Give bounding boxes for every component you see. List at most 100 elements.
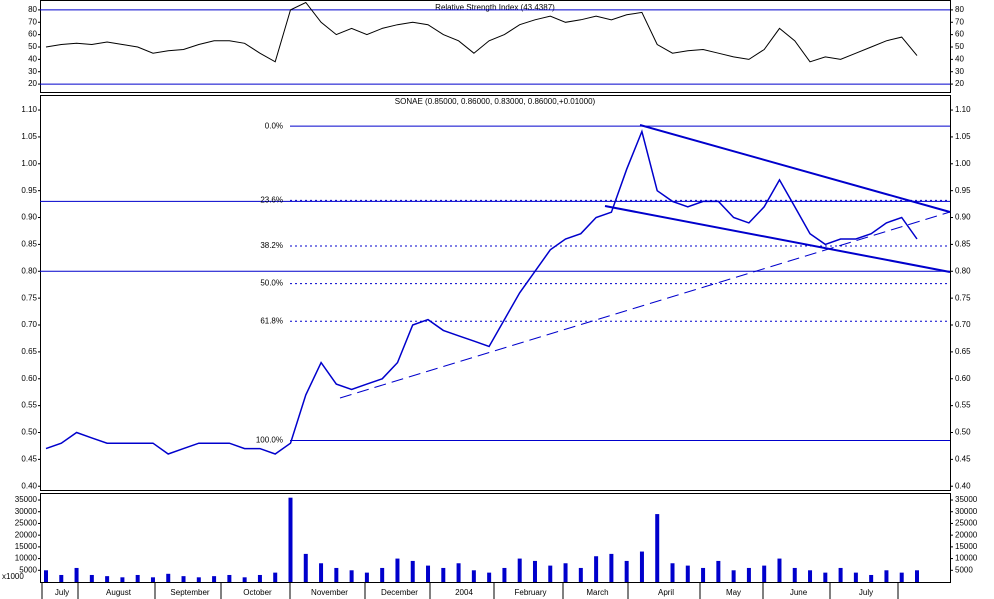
y-tick-label: 30 (28, 67, 37, 76)
month-label: August (106, 588, 132, 597)
y-tick-label: 60 (28, 30, 37, 39)
volume-bar (426, 565, 431, 582)
volume-bar (150, 577, 155, 582)
volume-bar (410, 560, 415, 582)
volume-bar (517, 558, 522, 582)
volume-frame (40, 493, 951, 583)
y-tick-label: 0.45 (21, 454, 37, 463)
month-label: 2004 (455, 588, 473, 597)
y-tick-label-right: 0.65 (955, 347, 971, 356)
month-label: July (859, 588, 873, 597)
y-tick-label: 20000 (15, 530, 38, 539)
y-tick-label: 1.10 (21, 105, 37, 114)
month-label: March (586, 588, 608, 597)
y-tick-label: 0.90 (21, 213, 37, 222)
y-tick-label-right: 70 (955, 17, 964, 26)
y-tick-label: 0.40 (21, 481, 37, 490)
volume-bar (288, 497, 293, 582)
y-tick-label: 40 (28, 54, 37, 63)
volume-bar (609, 553, 614, 582)
volume-bar (166, 573, 171, 582)
volume-bar (196, 577, 201, 582)
volume-bar (777, 558, 782, 582)
volume-bar (456, 563, 461, 582)
volume-bar (853, 572, 858, 582)
volume-bar (59, 574, 64, 582)
y-tick-label-right: 80 (955, 5, 964, 14)
volume-bar (257, 574, 262, 582)
volume-bar (532, 560, 537, 582)
y-tick-label: 15000 (15, 542, 38, 551)
volume-bar (502, 567, 507, 582)
volume-bar (227, 574, 232, 582)
rsi-title: Relative Strength Index (43.4387) (435, 3, 555, 12)
y-tick-label-right: 0.55 (955, 401, 971, 410)
y-tick-label-right: 1.05 (955, 132, 971, 141)
month-label: September (170, 588, 209, 597)
y-tick-label: 50 (28, 42, 37, 51)
volume-bar (899, 572, 904, 582)
volume-bar (487, 572, 492, 582)
volume-bar (395, 558, 400, 582)
y-tick-label-right: 5000 (955, 565, 973, 574)
month-label: May (726, 588, 741, 597)
volume-bar (624, 560, 629, 582)
volume-bar (135, 574, 140, 582)
volume-bar (319, 563, 324, 582)
y-tick-label: 70 (28, 17, 37, 26)
series-line (45, 129, 918, 455)
volume-bar (120, 577, 125, 582)
y-tick-label-right: 40 (955, 54, 964, 63)
y-tick-label: 0.65 (21, 347, 37, 356)
y-tick-label: 10000 (15, 554, 38, 563)
volume-bar (869, 574, 874, 582)
y-tick-label: 0.75 (21, 293, 37, 302)
volume-bar (334, 567, 339, 582)
month-label: October (243, 588, 272, 597)
y-tick-label: 30000 (15, 507, 38, 516)
y-tick-label: 20 (28, 79, 37, 88)
volume-bar (823, 572, 828, 582)
volume-bar (762, 565, 767, 582)
price-frame (40, 95, 951, 491)
y-tick-label-right: 30000 (955, 507, 978, 516)
volume-bar (548, 565, 553, 582)
y-tick-label-right: 0.95 (955, 186, 971, 195)
y-tick-label-right: 10000 (955, 554, 978, 563)
y-tick-label: 0.70 (21, 320, 37, 329)
y-tick-label-right: 0.90 (955, 213, 971, 222)
y-tick-label-right: 20000 (955, 530, 978, 539)
volume-bar (273, 572, 278, 582)
fib-label: 38.2% (260, 241, 283, 250)
volume-bar (716, 560, 721, 582)
volume-bar (181, 576, 186, 582)
y-tick-label-right: 0.70 (955, 320, 971, 329)
y-tick-label-right: 35000 (955, 495, 978, 504)
volume-bar (670, 563, 675, 582)
y-tick-label: 1.00 (21, 159, 37, 168)
y-tick-label: 1.05 (21, 132, 37, 141)
y-tick-label-right: 50 (955, 42, 964, 51)
y-tick-label-right: 0.60 (955, 374, 971, 383)
fib-label: 61.8% (260, 316, 283, 325)
month-label: June (790, 588, 808, 597)
volume-bar (349, 570, 354, 582)
trendlines (339, 124, 951, 399)
volume-bar (578, 567, 583, 582)
y-tick-label: 0.60 (21, 374, 37, 383)
volume-bar (105, 576, 110, 582)
y-tick-label-right: 15000 (955, 542, 978, 551)
volume-bar (838, 567, 843, 582)
volume-bar (685, 565, 690, 582)
y-tick-label-right: 20 (955, 79, 964, 88)
y-tick-label: 0.80 (21, 266, 37, 275)
fib-label: 50.0% (260, 279, 283, 288)
volume-unit: x1000 (2, 572, 24, 581)
volume-bar (74, 567, 79, 582)
y-tick-label: 80 (28, 5, 37, 14)
channel-upper (639, 124, 951, 213)
y-tick-label-right: 0.40 (955, 481, 971, 490)
month-label: July (55, 588, 69, 597)
volume-bar (746, 567, 751, 582)
